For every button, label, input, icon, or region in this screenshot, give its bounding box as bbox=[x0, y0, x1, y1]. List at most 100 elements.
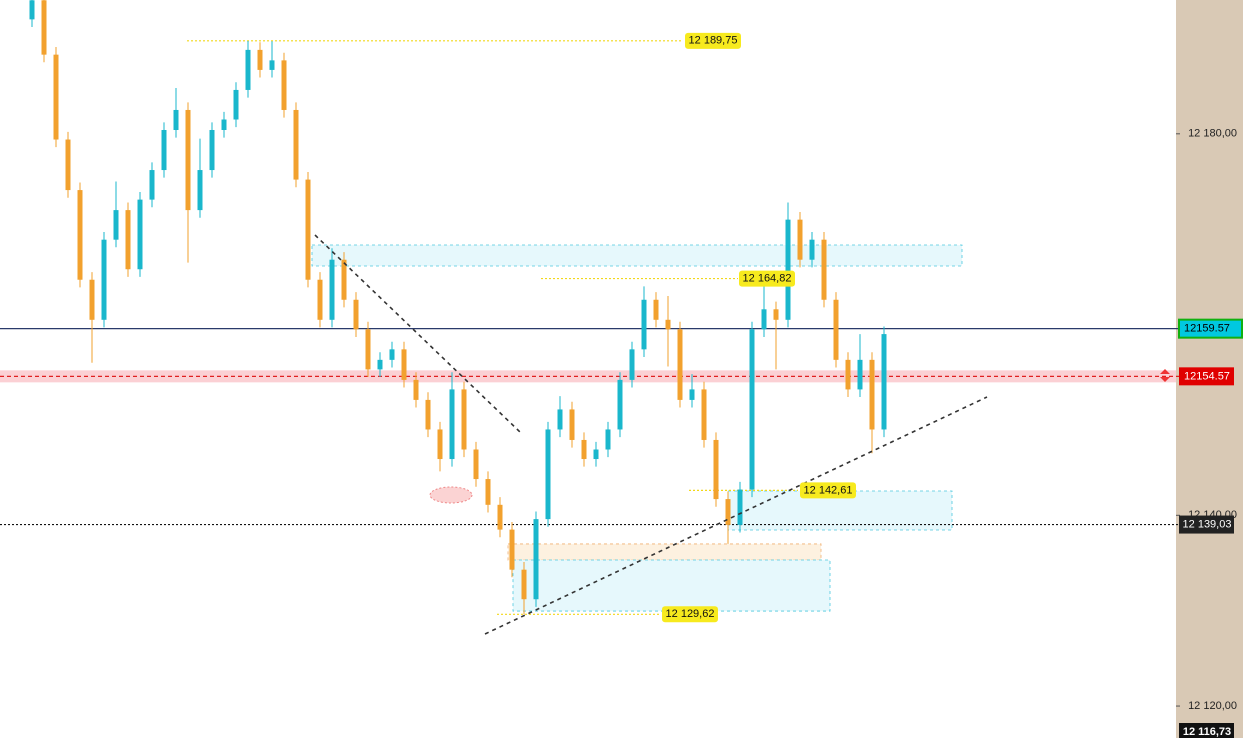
price-tag bbox=[1179, 367, 1234, 386]
level-label: 12 164,82 bbox=[743, 272, 792, 284]
alert-icon bbox=[1160, 369, 1170, 382]
candle-body bbox=[677, 329, 683, 400]
candle-body bbox=[245, 49, 251, 90]
candle-body bbox=[581, 439, 587, 460]
candle-body bbox=[293, 109, 299, 180]
candle-body bbox=[665, 319, 671, 330]
candle-body bbox=[809, 239, 815, 260]
candle-body bbox=[773, 309, 779, 320]
candle-body bbox=[329, 259, 335, 320]
candle-body bbox=[713, 439, 719, 500]
candle-body bbox=[533, 519, 539, 600]
candle-body bbox=[797, 219, 803, 260]
candle-body bbox=[869, 359, 875, 430]
candle-body bbox=[449, 389, 455, 460]
price-tag bbox=[1179, 723, 1234, 738]
candle-body bbox=[569, 409, 575, 440]
candle-body bbox=[41, 0, 47, 55]
candle-body bbox=[221, 119, 227, 130]
level-tag bbox=[739, 270, 795, 287]
candle-body bbox=[821, 239, 827, 300]
candle-body bbox=[425, 399, 431, 430]
candle-body bbox=[785, 219, 791, 320]
candle-body bbox=[305, 179, 311, 280]
price-tag bbox=[1178, 318, 1243, 339]
candle-body bbox=[209, 129, 215, 171]
candle-body bbox=[557, 409, 563, 430]
level-tag bbox=[800, 482, 856, 499]
candle-body bbox=[617, 379, 623, 430]
level-tag bbox=[685, 32, 741, 49]
candle-body bbox=[77, 190, 83, 280]
level-label: 12 142,61 bbox=[804, 484, 853, 496]
candle-body bbox=[185, 109, 191, 211]
candle-body bbox=[497, 504, 503, 530]
candle-body bbox=[101, 239, 107, 320]
level-label: 12 189,75 bbox=[689, 35, 738, 47]
candle-body bbox=[641, 299, 647, 350]
marker-ellipse bbox=[429, 486, 473, 504]
candle-body bbox=[725, 499, 731, 525]
plot-area bbox=[0, 0, 1176, 738]
candle-body bbox=[125, 210, 131, 270]
candle-body bbox=[173, 109, 179, 130]
candle-body bbox=[749, 329, 755, 490]
candle-body bbox=[161, 129, 167, 171]
candle-body bbox=[401, 349, 407, 380]
candle-body bbox=[593, 449, 599, 460]
candle-body bbox=[689, 389, 695, 400]
price-lines bbox=[0, 40, 1180, 615]
candle-body bbox=[413, 379, 419, 400]
candle-body bbox=[737, 489, 743, 525]
candle-body bbox=[317, 279, 323, 320]
candle-body bbox=[257, 49, 263, 70]
candle-body bbox=[701, 389, 707, 440]
price-tag bbox=[1179, 515, 1234, 534]
candle-body bbox=[881, 334, 887, 430]
candle-body bbox=[53, 54, 59, 140]
price-tag-label: 12 139,03 bbox=[1183, 518, 1232, 530]
y-tick-label: 12 180,00 bbox=[1188, 128, 1237, 140]
candle-body bbox=[353, 299, 359, 330]
candle-body bbox=[605, 429, 611, 450]
candle-body bbox=[341, 259, 347, 300]
candle-body bbox=[365, 329, 371, 370]
candle-body bbox=[833, 299, 839, 360]
candle-body bbox=[437, 429, 443, 460]
level-tag bbox=[662, 606, 718, 623]
zone bbox=[507, 543, 822, 561]
candle-body bbox=[197, 170, 203, 211]
candle-body bbox=[857, 359, 863, 390]
candle-body bbox=[653, 299, 659, 320]
candle-body bbox=[545, 429, 551, 520]
candles bbox=[29, 0, 887, 615]
candle-body bbox=[137, 199, 143, 270]
candle-body bbox=[29, 0, 35, 20]
zone bbox=[512, 559, 831, 612]
candle-body bbox=[473, 449, 479, 480]
candle-body bbox=[65, 139, 71, 191]
price-tag-label: 12154.57 bbox=[1184, 370, 1230, 382]
candle-body bbox=[149, 170, 155, 200]
candle-body bbox=[281, 60, 287, 110]
candle-body bbox=[269, 60, 275, 70]
candle-body bbox=[485, 479, 491, 505]
candle-body bbox=[233, 89, 239, 120]
candle-body bbox=[377, 359, 383, 370]
candle-body bbox=[113, 210, 119, 240]
candle-body bbox=[521, 569, 527, 600]
candle-body bbox=[761, 309, 767, 330]
candle-body bbox=[461, 389, 467, 450]
price-tag-label: 12 116,73 bbox=[1183, 726, 1231, 738]
candle-body bbox=[629, 349, 635, 380]
zone bbox=[311, 244, 963, 267]
y-tick-label: 12 120,00 bbox=[1188, 700, 1237, 712]
level-label: 12 129,62 bbox=[666, 608, 715, 620]
candle-body bbox=[845, 359, 851, 390]
candle-body bbox=[509, 529, 515, 570]
candle-body bbox=[389, 349, 395, 360]
price-tag-label: 12159.57 bbox=[1184, 323, 1230, 335]
